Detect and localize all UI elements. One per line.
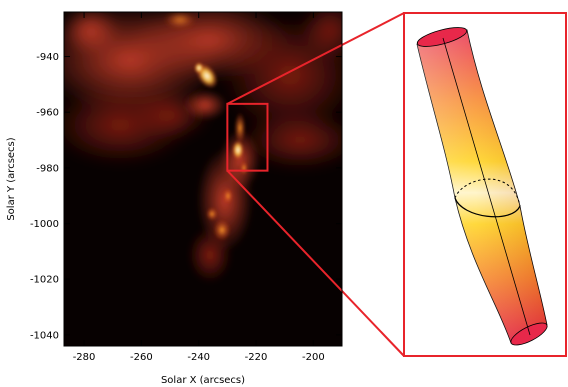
solar-image	[64, 12, 342, 346]
y-axis-ticks: -940 -960 -980 -1000 -1020 -1040	[30, 52, 342, 341]
plot-axes: -280 -260 -240 -220 -200 -940 -960 -980 -1000 -1…	[6, 11, 343, 386]
x-tick-label: -260	[130, 352, 153, 363]
x-axis-ticks: -280 -260 -240 -220 -200	[73, 12, 325, 363]
flux-tube	[416, 27, 548, 346]
y-tick-label: -1020	[30, 275, 59, 286]
x-tick-label: -200	[302, 352, 325, 363]
x-axis-label: Solar X (arcsecs)	[161, 375, 245, 386]
connector-line-top	[226, 12, 405, 105]
y-axis-label: Solar Y (arcsecs)	[6, 137, 17, 220]
tube-cross-section-front	[454, 197, 521, 218]
connector-line-bottom	[226, 169, 405, 357]
y-tick-label: -1040	[30, 330, 59, 341]
x-tick-label: -240	[187, 352, 210, 363]
y-tick-label: -980	[36, 163, 59, 174]
x-tick-label: -220	[245, 352, 268, 363]
y-tick-label: -940	[36, 52, 59, 63]
tube-axis-line	[442, 37, 531, 336]
tube-cross-section-back	[454, 178, 521, 207]
tube-top-cap	[416, 27, 468, 47]
y-tick-label: -1000	[30, 219, 59, 230]
y-tick-label: -960	[36, 108, 59, 119]
zoom-panel	[403, 12, 567, 357]
tube-bottom-cap	[510, 322, 548, 346]
x-tick-label: -280	[73, 352, 96, 363]
highlight-box	[226, 102, 269, 172]
